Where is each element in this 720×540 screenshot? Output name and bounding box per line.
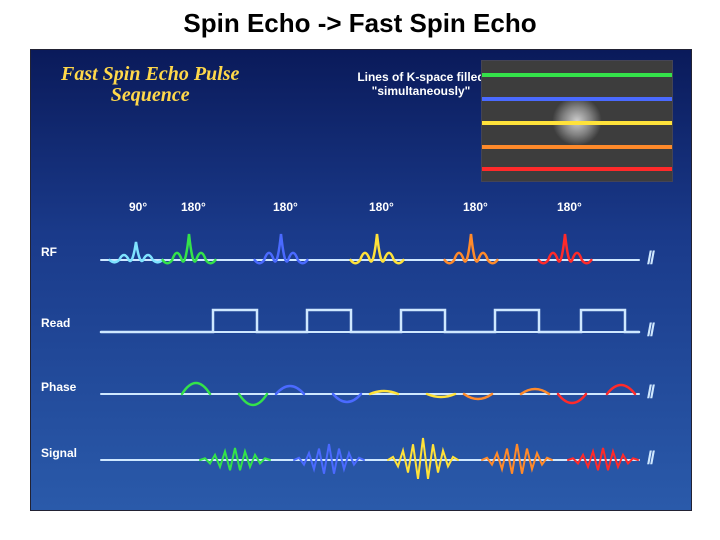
break-mark-icon: // <box>647 248 653 269</box>
row-label-phase: Phase <box>41 380 76 394</box>
break-mark-icon: // <box>647 448 653 469</box>
angle-label: 180° <box>557 200 582 214</box>
sequence-svg <box>31 50 691 510</box>
angle-label: 180° <box>463 200 488 214</box>
row-label-read: Read <box>41 316 70 330</box>
break-mark-icon: // <box>647 320 653 341</box>
angle-label: 180° <box>181 200 206 214</box>
slide-title: Spin Echo -> Fast Spin Echo <box>0 0 720 43</box>
row-label-rf: RF <box>41 245 57 259</box>
diagram: Fast Spin Echo Pulse Sequence Lines of K… <box>30 49 692 511</box>
break-mark-icon: // <box>647 382 653 403</box>
angle-label: 90° <box>129 200 147 214</box>
angle-label: 180° <box>273 200 298 214</box>
angle-label: 180° <box>369 200 394 214</box>
row-label-signal: Signal <box>41 446 77 460</box>
